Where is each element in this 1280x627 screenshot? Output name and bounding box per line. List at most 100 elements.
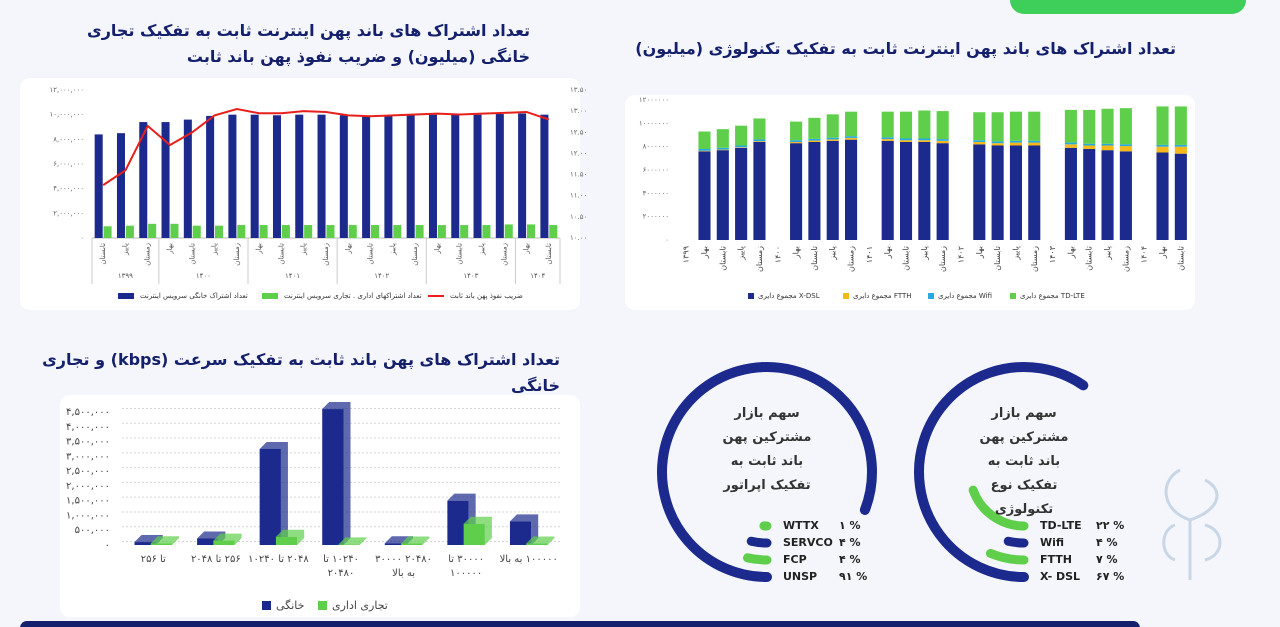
legend-marker [118, 293, 134, 299]
bar-segment [991, 145, 1004, 240]
bar-segment [716, 129, 729, 148]
bar-segment [936, 140, 949, 144]
bar-segment [1156, 144, 1169, 147]
bar [428, 114, 437, 238]
bar [504, 224, 513, 238]
y-tick-label: ۸,۰۰۰,۰۰۰ [53, 135, 84, 143]
x-tick-label: زمستان [233, 243, 241, 266]
category-label: UNSP [783, 570, 817, 583]
bar-segment [936, 111, 949, 140]
x-tick-label: بهار [344, 243, 352, 255]
bar-segment [1174, 153, 1187, 240]
y-tick-label: ۱,۵۰۰,۰۰۰ [66, 496, 110, 507]
x-tick-label: بهار [166, 243, 174, 255]
bar-depth [401, 536, 430, 545]
x-tick-label: تابستان [993, 246, 1002, 271]
value-label: ۱ % [839, 519, 861, 532]
bar-segment [1083, 109, 1096, 144]
bar [281, 225, 290, 238]
bar-segment [918, 110, 931, 139]
x-tick-label: تابستان [545, 243, 553, 265]
bar-segment [698, 131, 711, 149]
bar [384, 543, 407, 545]
legend-marker [262, 601, 271, 610]
x-tick-label: بهار [1158, 246, 1167, 259]
bar-segment [735, 145, 748, 148]
category-label: TD-LTE [1040, 519, 1082, 532]
bar-segment [735, 147, 748, 240]
footer-bar [20, 621, 1140, 627]
gauge-title: سهم بازار مشترکین پهن باند ثابت به تفکیک… [979, 406, 1069, 517]
y-tick-label: ۰ [80, 234, 84, 242]
x-tick-label: پاییز [389, 243, 397, 256]
x-tick-label: پاییز [211, 243, 219, 256]
group-label: ۱۴۰۰ [196, 272, 211, 280]
bar [406, 114, 415, 238]
bar [540, 114, 549, 238]
bar [384, 115, 393, 238]
legend-label: مجموع دایری TD-LTE [1020, 292, 1085, 300]
bar-segment [753, 118, 766, 140]
x-tick-label: تابستان [1176, 246, 1185, 271]
x-tick-label: تابستان [456, 243, 464, 265]
x-tick-label: ۱۴۰۴ [1140, 246, 1149, 263]
y-tick-label: ۰ [665, 236, 669, 244]
bar [460, 225, 469, 238]
bar [250, 114, 259, 238]
bar-segment [918, 140, 931, 142]
y-tick-label: ۸۰۰۰۰۰۰ [643, 143, 669, 151]
y2-tick-label: ۱۲.۵۰ [570, 128, 587, 136]
bar-segment [826, 139, 839, 141]
x-tick-label: پاییز [1011, 246, 1020, 261]
x-tick-label: ۱۴۰۰ [773, 246, 782, 263]
bar-segment [1119, 144, 1132, 147]
y-tick-label: ۱,۰۰۰,۰۰۰ [66, 510, 110, 521]
bar-depth [509, 514, 539, 545]
bar [447, 500, 469, 545]
bar [213, 540, 235, 545]
bar [348, 225, 357, 238]
x-tick-label: ۳۰۰۰۰ تا ۱۰۰۰۰۰ [448, 554, 485, 579]
bar-segment [899, 140, 913, 142]
bar-segment [1174, 106, 1187, 145]
bar-depth [213, 533, 242, 545]
bar [451, 114, 460, 238]
y-tick-label: ۶۰۰۰۰۰۰ [643, 166, 669, 174]
bar-segment [1174, 144, 1187, 147]
bar [401, 543, 423, 545]
bar-segment [1064, 147, 1077, 240]
bar-segment [1101, 108, 1114, 144]
bar-segment [1119, 146, 1132, 152]
bar [237, 225, 246, 238]
bar [338, 544, 360, 545]
bar-segment [1119, 151, 1132, 240]
bar-segment [698, 150, 711, 152]
y-tick-label: ۲,۰۰۰,۰۰۰ [53, 209, 84, 217]
y-tick-label: ۱۰۰۰۰۰۰۰ [639, 119, 669, 127]
x-tick-label: پاییز [737, 246, 746, 261]
bar-segment [1156, 106, 1169, 145]
x-tick-label: بهار [792, 246, 801, 259]
bar-segment [918, 138, 931, 141]
bar-segment [1101, 145, 1114, 151]
bar [317, 114, 326, 238]
chart-title: تعداد اشتراک های باند پهن اینترنت ثابت ب… [635, 39, 1176, 58]
bar [526, 543, 548, 545]
bar [362, 115, 371, 238]
bar-segment [899, 138, 913, 141]
bar [94, 134, 103, 238]
bar-segment [1119, 108, 1132, 145]
bar [437, 225, 446, 238]
x-tick-label: بهار [433, 243, 441, 255]
bar [259, 225, 268, 238]
category-label: FCP [783, 553, 807, 566]
bar [206, 115, 215, 238]
bar-segment [753, 142, 766, 240]
bar [134, 542, 156, 545]
x-tick-label: زمستان [1030, 246, 1039, 272]
legend-marker [843, 293, 849, 299]
group-label: ۱۳۹۹ [118, 272, 133, 280]
bar-segment [808, 142, 821, 240]
legend-label: تجاری اداری [332, 599, 388, 612]
x-tick-label: تابستان [277, 243, 285, 265]
